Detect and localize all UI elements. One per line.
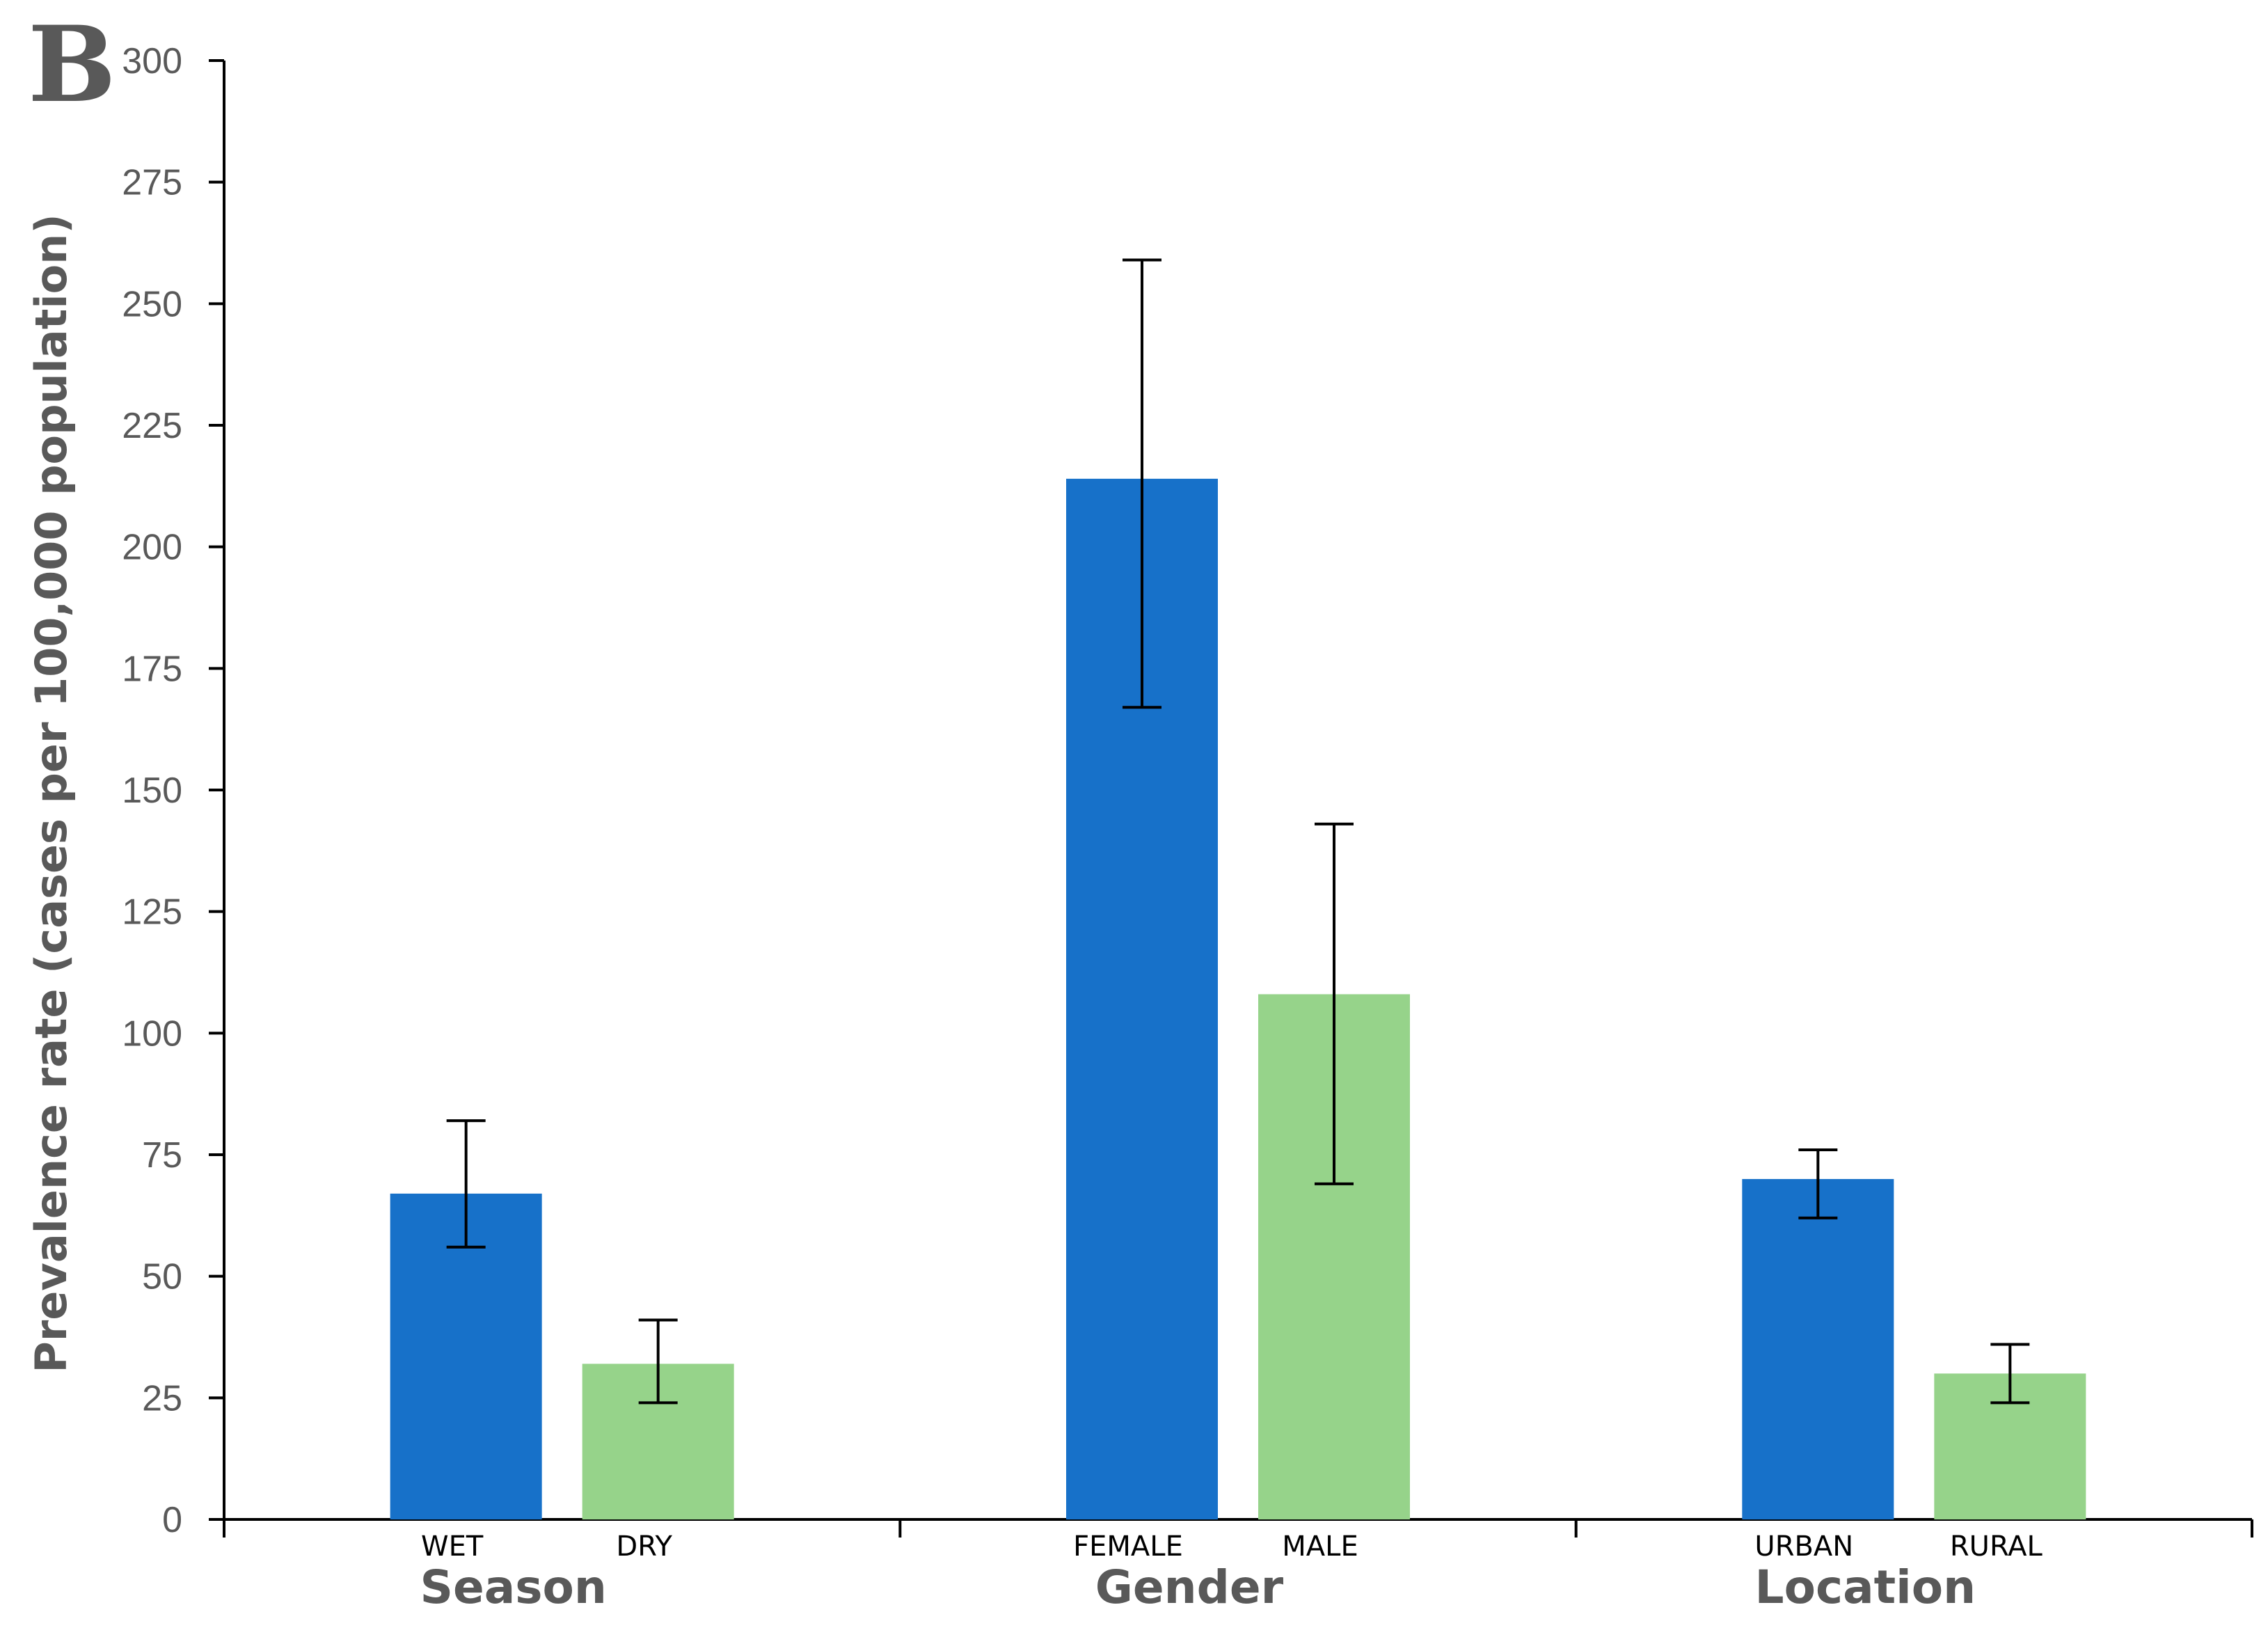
category-label-female: FEMALE — [1073, 1531, 1183, 1563]
y-tick-label: 25 — [142, 1378, 182, 1418]
group-label-gender: Gender — [1095, 1560, 1284, 1614]
y-tick-label: 50 — [142, 1257, 182, 1297]
y-tick-label: 225 — [122, 406, 182, 446]
y-tick-label: 150 — [122, 770, 182, 811]
bar-urban — [1742, 1178, 1894, 1519]
axes: 0 25 50 75 100 125 150 175 200 225 250 275 300 — [122, 41, 2253, 1540]
y-tick-label: 100 — [122, 1013, 182, 1054]
y-tick-label: 125 — [122, 892, 182, 933]
y-tick-label: 175 — [122, 649, 182, 689]
error-bars — [446, 258, 2030, 1405]
category-label-urban: URBAN — [1754, 1531, 1853, 1563]
y-tick-label: 275 — [122, 163, 182, 203]
y-tick-label: 75 — [142, 1135, 182, 1176]
panel-letter: B — [28, 3, 116, 126]
y-tick-label: 300 — [122, 41, 182, 81]
y-axis-title-group: Prevalence rate (cases per 100,000 popul… — [26, 214, 77, 1373]
bars — [390, 478, 2086, 1520]
y-tick-label: 0 — [162, 1500, 182, 1540]
category-label-wet: WET — [421, 1531, 484, 1563]
category-label-dry: DRY — [616, 1531, 672, 1563]
group-label-location: Location — [1755, 1560, 1976, 1614]
y-tick-label: 250 — [122, 284, 182, 324]
y-axis-title: Prevalence rate (cases per 100,000 popul… — [26, 214, 77, 1373]
group-label-season: Season — [420, 1560, 606, 1614]
category-label-rural: RURAL — [1950, 1531, 2043, 1563]
category-label-male: MALE — [1282, 1531, 1358, 1563]
y-tick-label: 200 — [122, 528, 182, 568]
